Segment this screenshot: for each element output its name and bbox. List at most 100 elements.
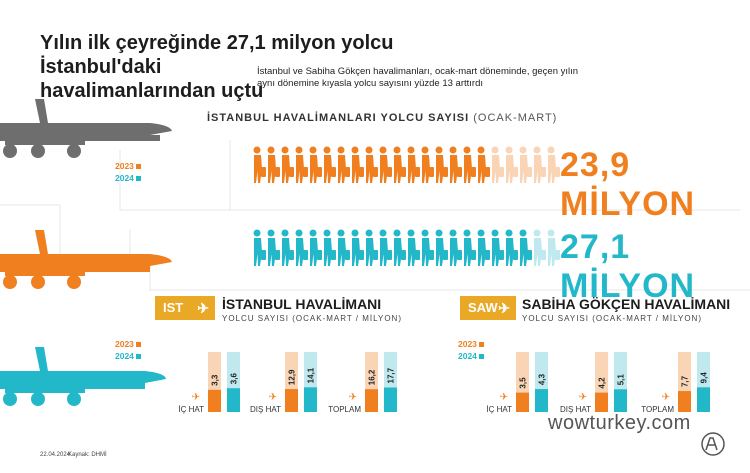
legend-2024-saw: 2024 bbox=[458, 351, 484, 361]
legend-2023-ist: 2023 bbox=[115, 339, 141, 349]
traveler-icon bbox=[533, 229, 546, 266]
traveler-icon bbox=[379, 146, 392, 183]
bar-2024-0 bbox=[535, 389, 548, 412]
bar-value-label: 4,2 bbox=[598, 377, 607, 389]
traveler-icon bbox=[491, 146, 504, 183]
traveler-icon bbox=[281, 146, 294, 183]
bar-2024-0 bbox=[227, 388, 240, 412]
summary-year-2023: 2023 bbox=[115, 161, 141, 171]
traveler-icon bbox=[323, 146, 336, 183]
airport-name-ist: İSTANBUL HAVALİMANI bbox=[222, 296, 382, 312]
traveler-icon bbox=[407, 146, 420, 183]
category-label: İÇ HAT bbox=[486, 405, 512, 414]
airplane-icon: ✈ bbox=[498, 300, 510, 316]
traveler-icon bbox=[253, 229, 266, 266]
summary-section-title: İSTANBUL HAVALİMANLARI YOLCU SAYISI (OCA… bbox=[207, 112, 558, 124]
bar-value-label: 5,1 bbox=[617, 374, 626, 386]
traveler-icon bbox=[463, 146, 476, 183]
page-title: Yılın ilk çeyreğinde 27,1 milyon yolcu İ… bbox=[40, 32, 394, 102]
traveler-icon bbox=[491, 229, 504, 266]
airport-subtitle-ist: YOLCU SAYISI (OCAK-MART / MİLYON) bbox=[222, 314, 402, 323]
bar-value-label: 9,4 bbox=[700, 372, 709, 384]
plane-orange-icon bbox=[0, 230, 172, 289]
category-label: İÇ HAT bbox=[178, 405, 204, 414]
traveler-icon bbox=[309, 146, 322, 183]
category-label: DIŞ HAT bbox=[560, 405, 591, 414]
traveler-icon bbox=[351, 146, 364, 183]
bar-value-label: 12,9 bbox=[288, 369, 297, 385]
bar-2023-1 bbox=[285, 389, 298, 412]
airplane-icon: ✈ bbox=[349, 392, 357, 403]
traveler-icon bbox=[337, 146, 350, 183]
traveler-icon bbox=[323, 229, 336, 266]
bar-2023-2 bbox=[365, 389, 378, 412]
traveler-icon bbox=[337, 229, 350, 266]
legend-2023-saw: 2023 bbox=[458, 339, 484, 349]
airplane-icon: ✈ bbox=[197, 300, 209, 316]
traveler-icon bbox=[421, 146, 434, 183]
traveler-icon bbox=[505, 146, 518, 183]
bar-2024-2 bbox=[697, 387, 710, 412]
traveler-icon bbox=[449, 229, 462, 266]
traveler-icon bbox=[477, 229, 490, 266]
airplane-icon: ✈ bbox=[192, 392, 200, 403]
people-row-2023 bbox=[253, 146, 560, 183]
people-row-2024 bbox=[253, 229, 560, 266]
page-subtitle: İstanbul ve Sabiha Gökçen havalimanları,… bbox=[257, 66, 579, 89]
bar-value-label: 16,2 bbox=[368, 369, 377, 385]
traveler-icon bbox=[547, 146, 560, 183]
traveler-icon bbox=[267, 229, 280, 266]
traveler-icon bbox=[351, 229, 364, 266]
traveler-icon bbox=[435, 229, 448, 266]
traveler-icon bbox=[505, 229, 518, 266]
bar-value-label: 17,7 bbox=[387, 367, 396, 383]
traveler-icon bbox=[435, 146, 448, 183]
category-label: DIŞ HAT bbox=[250, 405, 281, 414]
traveler-icon bbox=[463, 229, 476, 266]
category-label: TOPLAM bbox=[641, 405, 674, 414]
bar-value-label: 3,3 bbox=[211, 374, 220, 386]
traveler-icon bbox=[519, 146, 532, 183]
traveler-icon bbox=[267, 146, 280, 183]
traveler-icon bbox=[449, 146, 462, 183]
traveler-icon bbox=[365, 229, 378, 266]
airport-name-saw: SABİHA GÖKÇEN HAVALİMANI bbox=[522, 296, 731, 312]
airplane-icon: ✈ bbox=[269, 392, 277, 403]
chart-istanbul-airport: 3,3 3,6 İÇ HAT ✈ 12,9 14,1 DIŞ HAT ✈ 16,2 17,7 TOP… bbox=[178, 352, 397, 414]
aa-logo-icon bbox=[701, 432, 725, 456]
traveler-icon bbox=[295, 229, 308, 266]
chart-sabiha-gokcen: 3,5 4,3 İÇ HAT ✈ 4,2 5,1 DIŞ HAT ✈ 7,7 9,4 TOPLAM ✈ bbox=[486, 352, 710, 414]
bar-2023-1 bbox=[595, 392, 608, 412]
airport-subtitle-saw: YOLCU SAYISI (OCAK-MART / MİLYON) bbox=[522, 314, 702, 323]
airplane-icon: ✈ bbox=[579, 392, 587, 403]
summary-value-2023: 23,9 MİLYON bbox=[560, 146, 696, 223]
bar-2023-0 bbox=[516, 392, 529, 412]
traveler-icon bbox=[281, 229, 294, 266]
traveler-icon bbox=[547, 229, 560, 266]
bar-2024-2 bbox=[384, 387, 397, 412]
traveler-icon bbox=[295, 146, 308, 183]
legend-2024-ist: 2024 bbox=[115, 351, 141, 361]
traveler-icon bbox=[365, 146, 378, 183]
summary-value-2024: 27,1 MİLYON bbox=[560, 228, 696, 305]
traveler-icon bbox=[393, 146, 406, 183]
bar-2024-1 bbox=[304, 387, 317, 412]
traveler-icon bbox=[407, 229, 420, 266]
plane-teal-icon bbox=[0, 347, 166, 406]
airport-code-tag-saw: SAW ✈ bbox=[460, 296, 516, 320]
plane-gray-icon bbox=[0, 99, 172, 158]
traveler-icon bbox=[533, 146, 546, 183]
watermark-text: wowturkey.com bbox=[548, 412, 691, 434]
traveler-icon bbox=[393, 229, 406, 266]
airport-code-tag-ist: IST ✈ bbox=[155, 296, 215, 320]
traveler-icon bbox=[379, 229, 392, 266]
traveler-icon bbox=[421, 229, 434, 266]
category-label: TOPLAM bbox=[328, 405, 361, 414]
bar-value-label: 3,6 bbox=[230, 373, 239, 385]
traveler-icon bbox=[253, 146, 266, 183]
traveler-icon bbox=[477, 146, 490, 183]
bar-value-label: 3,5 bbox=[519, 377, 528, 389]
bar-value-label: 4,3 bbox=[538, 373, 547, 385]
bar-value-label: 7,7 bbox=[681, 375, 690, 387]
